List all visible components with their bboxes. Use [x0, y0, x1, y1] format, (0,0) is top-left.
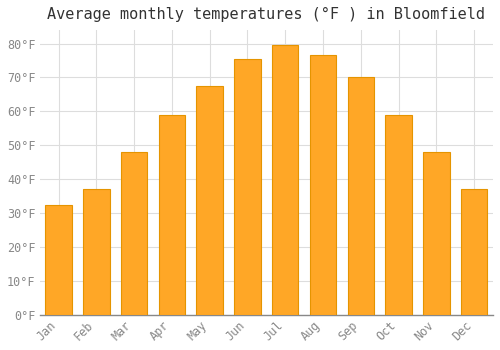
Bar — [348, 77, 374, 315]
Bar — [121, 152, 148, 315]
Bar — [234, 59, 260, 315]
Bar — [83, 189, 110, 315]
Bar — [158, 115, 185, 315]
Bar — [461, 189, 487, 315]
Bar — [386, 115, 412, 315]
Bar — [310, 55, 336, 315]
Bar — [272, 45, 298, 315]
Title: Average monthly temperatures (°F ) in Bloomfield: Average monthly temperatures (°F ) in Bl… — [48, 7, 486, 22]
Bar — [46, 204, 72, 315]
Bar — [423, 152, 450, 315]
Bar — [196, 86, 223, 315]
